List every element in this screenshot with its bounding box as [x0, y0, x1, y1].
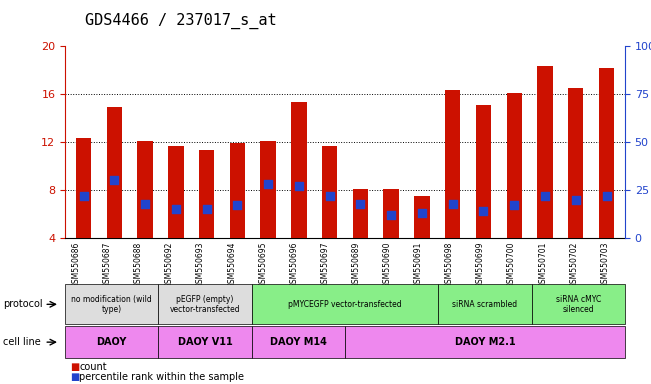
- Text: GSM550702: GSM550702: [570, 242, 578, 288]
- Text: protocol: protocol: [3, 299, 43, 310]
- Bar: [230, 143, 245, 238]
- Text: GSM550694: GSM550694: [227, 242, 236, 288]
- Bar: [168, 146, 184, 238]
- Point: [109, 177, 120, 184]
- Text: DAOY: DAOY: [96, 337, 127, 347]
- Text: GDS4466 / 237017_s_at: GDS4466 / 237017_s_at: [85, 13, 276, 29]
- Point: [447, 200, 458, 207]
- Text: GSM550688: GSM550688: [134, 242, 143, 288]
- Text: DAOY M2.1: DAOY M2.1: [454, 337, 516, 347]
- Text: GSM550689: GSM550689: [352, 242, 361, 288]
- Bar: [568, 88, 583, 238]
- Text: pMYCEGFP vector-transfected: pMYCEGFP vector-transfected: [288, 300, 402, 309]
- Text: ■: ■: [70, 362, 79, 372]
- Text: GSM550697: GSM550697: [320, 242, 329, 288]
- Bar: [199, 151, 214, 238]
- Text: percentile rank within the sample: percentile rank within the sample: [79, 372, 244, 382]
- Bar: [445, 91, 460, 238]
- Point: [232, 202, 243, 209]
- Bar: [76, 139, 91, 238]
- Text: GSM550699: GSM550699: [476, 242, 485, 288]
- Point: [570, 197, 581, 203]
- Point: [417, 210, 427, 216]
- Point: [263, 181, 273, 187]
- Point: [602, 193, 612, 199]
- Text: count: count: [79, 362, 107, 372]
- Text: GSM550692: GSM550692: [165, 242, 174, 288]
- Bar: [414, 196, 430, 238]
- Text: GSM550693: GSM550693: [196, 242, 205, 288]
- Bar: [537, 66, 553, 238]
- Text: DAOY V11: DAOY V11: [178, 337, 232, 347]
- Point: [171, 206, 181, 212]
- Text: GSM550703: GSM550703: [600, 242, 609, 288]
- Text: GSM550701: GSM550701: [538, 242, 547, 288]
- Point: [355, 200, 366, 207]
- Point: [540, 193, 550, 199]
- Text: DAOY M14: DAOY M14: [270, 337, 327, 347]
- Point: [386, 212, 396, 218]
- Text: GSM550686: GSM550686: [72, 242, 81, 288]
- Point: [509, 202, 519, 209]
- Point: [78, 193, 89, 199]
- Point: [294, 183, 304, 189]
- Text: GSM550695: GSM550695: [258, 242, 268, 288]
- Bar: [107, 107, 122, 238]
- Text: GSM550696: GSM550696: [290, 242, 298, 288]
- Text: ■: ■: [70, 372, 79, 382]
- Point: [201, 206, 212, 212]
- Text: GSM550691: GSM550691: [414, 242, 422, 288]
- Text: no modification (wild
type): no modification (wild type): [72, 295, 152, 314]
- Bar: [291, 103, 307, 238]
- Text: GSM550687: GSM550687: [103, 242, 112, 288]
- Bar: [137, 141, 153, 238]
- Bar: [353, 189, 368, 238]
- Point: [478, 208, 489, 214]
- Text: GSM550700: GSM550700: [507, 242, 516, 288]
- Text: GSM550690: GSM550690: [383, 242, 392, 288]
- Bar: [322, 146, 337, 238]
- Text: GSM550698: GSM550698: [445, 242, 454, 288]
- Bar: [506, 93, 522, 238]
- Text: pEGFP (empty)
vector-transfected: pEGFP (empty) vector-transfected: [170, 295, 240, 314]
- Bar: [260, 141, 276, 238]
- Point: [324, 193, 335, 199]
- Bar: [476, 105, 491, 238]
- Text: cell line: cell line: [3, 337, 41, 347]
- Text: siRNA scrambled: siRNA scrambled: [452, 300, 518, 309]
- Bar: [599, 68, 614, 238]
- Bar: [383, 189, 399, 238]
- Text: siRNA cMYC
silenced: siRNA cMYC silenced: [556, 295, 601, 314]
- Point: [140, 200, 150, 207]
